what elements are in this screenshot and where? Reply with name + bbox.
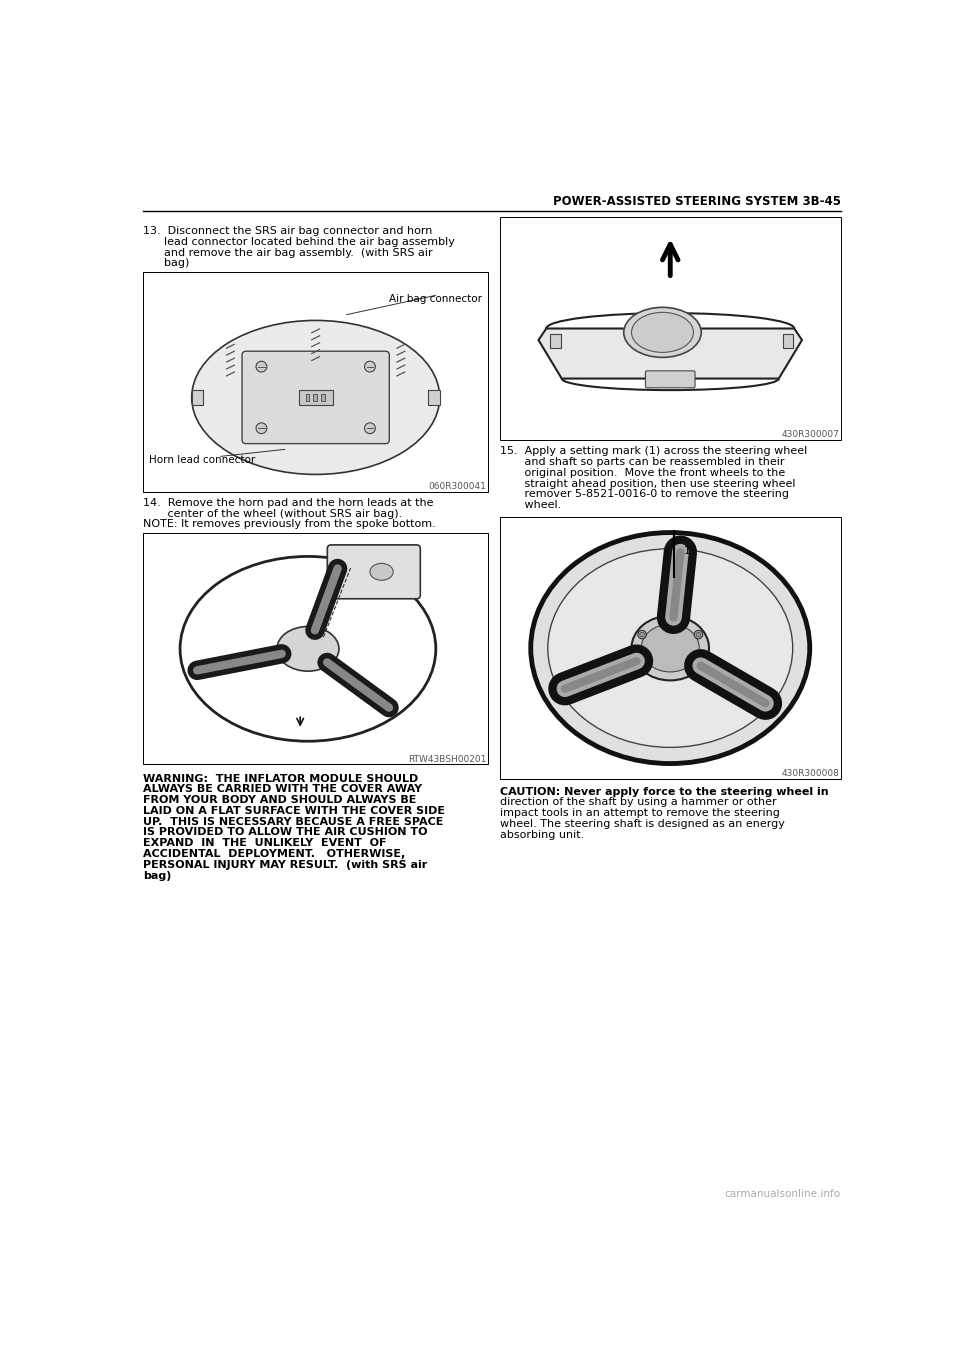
- Text: ACCIDENTAL  DEPLOYMENT.   OTHERWISE,: ACCIDENTAL DEPLOYMENT. OTHERWISE,: [143, 849, 405, 860]
- Text: bag): bag): [143, 870, 172, 880]
- Text: RTW43BSH00201: RTW43BSH00201: [408, 755, 487, 763]
- Circle shape: [694, 657, 703, 665]
- Text: 14.  Remove the horn pad and the horn leads at the: 14. Remove the horn pad and the horn lea…: [143, 498, 434, 508]
- Ellipse shape: [624, 307, 701, 357]
- Circle shape: [365, 422, 375, 433]
- Text: PERSONAL INJURY MAY RESULT.  (with SRS air: PERSONAL INJURY MAY RESULT. (with SRS ai…: [143, 860, 427, 870]
- Bar: [782, 334, 794, 348]
- Text: bag): bag): [143, 258, 190, 269]
- Text: remover 5-8521-0016-0 to remove the steering: remover 5-8521-0016-0 to remove the stee…: [500, 489, 789, 500]
- FancyBboxPatch shape: [645, 371, 695, 388]
- Text: UP.  THIS IS NECESSARY BECAUSE A FREE SPACE: UP. THIS IS NECESSARY BECAUSE A FREE SPA…: [143, 816, 444, 827]
- Circle shape: [696, 633, 701, 637]
- Text: 060R300041: 060R300041: [429, 482, 487, 492]
- Text: Air bag connector: Air bag connector: [389, 293, 482, 304]
- Bar: [305, 394, 309, 401]
- Circle shape: [256, 361, 267, 372]
- Bar: [500, 217, 841, 440]
- Text: center of the wheel (without SRS air bag).: center of the wheel (without SRS air bag…: [143, 509, 402, 519]
- Ellipse shape: [632, 312, 693, 352]
- Ellipse shape: [641, 625, 699, 672]
- Bar: [500, 517, 841, 779]
- Circle shape: [365, 361, 375, 372]
- Circle shape: [694, 630, 703, 638]
- Circle shape: [256, 422, 267, 433]
- Text: carmanualsonline.info: carmanualsonline.info: [725, 1188, 841, 1199]
- Bar: [550, 334, 561, 348]
- Text: wheel.: wheel.: [500, 500, 561, 511]
- Text: FROM YOUR BODY AND SHOULD ALWAYS BE: FROM YOUR BODY AND SHOULD ALWAYS BE: [143, 796, 417, 805]
- Text: EXPAND  IN  THE  UNLIKELY  EVENT  OF: EXPAND IN THE UNLIKELY EVENT OF: [143, 838, 387, 849]
- Circle shape: [639, 659, 644, 664]
- Text: wheel. The steering shaft is designed as an energy: wheel. The steering shaft is designed as…: [500, 819, 784, 828]
- Bar: [143, 534, 488, 765]
- Text: lead connector located behind the air bag assembly: lead connector located behind the air ba…: [143, 236, 455, 247]
- Ellipse shape: [276, 626, 339, 671]
- Bar: [143, 273, 488, 492]
- FancyBboxPatch shape: [327, 545, 420, 599]
- Text: impact tools in an attempt to remove the steering: impact tools in an attempt to remove the…: [500, 808, 780, 819]
- Circle shape: [639, 633, 644, 637]
- Text: 1: 1: [684, 546, 691, 557]
- Text: original position.  Move the front wheels to the: original position. Move the front wheels…: [500, 469, 785, 478]
- Text: 430R300008: 430R300008: [781, 769, 839, 778]
- Text: POWER-ASSISTED STEERING SYSTEM 3B-45: POWER-ASSISTED STEERING SYSTEM 3B-45: [553, 194, 841, 208]
- Text: LAID ON A FLAT SURFACE WITH THE COVER SIDE: LAID ON A FLAT SURFACE WITH THE COVER SI…: [143, 805, 445, 816]
- Ellipse shape: [192, 320, 440, 474]
- Text: 15.  Apply a setting mark (1) across the steering wheel: 15. Apply a setting mark (1) across the …: [500, 447, 807, 456]
- Text: straight ahead position, then use steering wheel: straight ahead position, then use steeri…: [500, 478, 795, 489]
- Text: IS PROVIDED TO ALLOW THE AIR CUSHION TO: IS PROVIDED TO ALLOW THE AIR CUSHION TO: [143, 827, 428, 838]
- Text: and remove the air bag assembly.  (with SRS air: and remove the air bag assembly. (with S…: [143, 247, 433, 258]
- Ellipse shape: [370, 564, 394, 580]
- FancyBboxPatch shape: [242, 352, 390, 444]
- Text: direction of the shaft by using a hammer or other: direction of the shaft by using a hammer…: [500, 797, 777, 808]
- Circle shape: [637, 657, 646, 665]
- Text: ALWAYS BE CARRIED WITH THE COVER AWAY: ALWAYS BE CARRIED WITH THE COVER AWAY: [143, 785, 422, 794]
- Ellipse shape: [632, 615, 709, 680]
- Circle shape: [637, 630, 646, 638]
- Ellipse shape: [548, 549, 793, 747]
- Bar: [192, 390, 204, 405]
- Text: Horn lead connector: Horn lead connector: [150, 455, 255, 464]
- Bar: [321, 394, 325, 401]
- Text: and shaft so parts can be reassembled in their: and shaft so parts can be reassembled in…: [500, 458, 784, 467]
- Text: 13.  Disconnect the SRS air bag connector and horn: 13. Disconnect the SRS air bag connector…: [143, 225, 433, 236]
- Text: NOTE: It removes previously from the spoke bottom.: NOTE: It removes previously from the spo…: [143, 520, 436, 530]
- Text: WARNING:  THE INFLATOR MODULE SHOULD: WARNING: THE INFLATOR MODULE SHOULD: [143, 774, 419, 784]
- Circle shape: [696, 659, 701, 664]
- Bar: [313, 394, 317, 401]
- Text: CAUTION: Never apply force to the steering wheel in: CAUTION: Never apply force to the steeri…: [500, 786, 828, 797]
- Polygon shape: [539, 329, 802, 379]
- Ellipse shape: [531, 532, 809, 763]
- Text: absorbing unit.: absorbing unit.: [500, 830, 584, 839]
- Text: 430R300007: 430R300007: [781, 430, 839, 440]
- Bar: [299, 390, 333, 405]
- Bar: [428, 390, 440, 405]
